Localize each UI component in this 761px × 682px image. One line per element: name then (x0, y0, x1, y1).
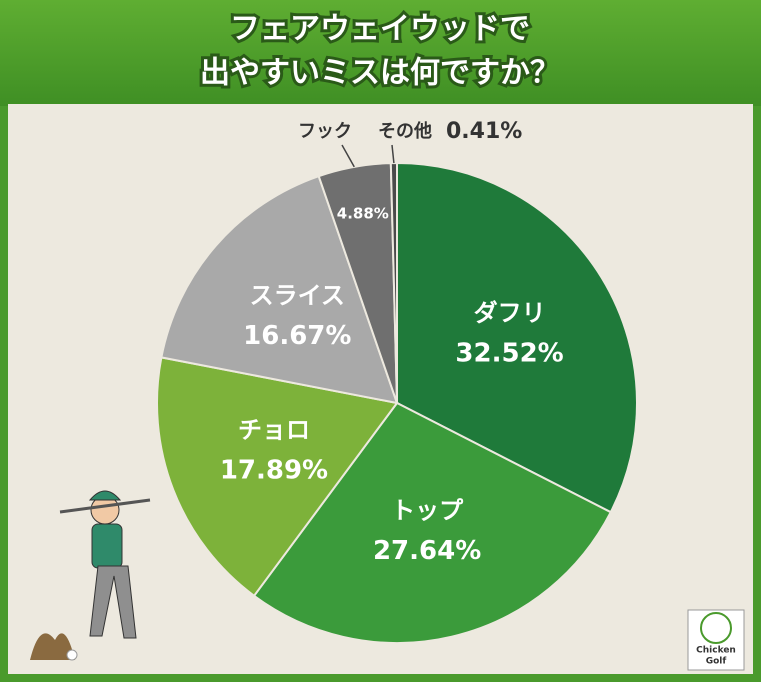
pie-slice (396, 161, 638, 514)
pie: ダフリ 32.52% トップ 27.64% チョロ 17.89% スライス 16.67% 4.8… (156, 119, 638, 644)
pie-slice (156, 356, 399, 598)
title-line: フェアウェイウッドで (230, 12, 530, 47)
title-outline: 出やすいミスは何ですか？ (200, 56, 560, 91)
header (0, 0, 761, 106)
value-label: 4.88% (337, 205, 389, 223)
title: フェアウェイウッドでフェアウェイウッドで出やすいミスは何ですか？出やすいミスは何… (197, 9, 563, 94)
leader-line (391, 144, 395, 164)
slice-label: スライス (250, 281, 345, 309)
title-line: 出やすいミスは何ですか？ (200, 56, 560, 91)
value-label: 32.52% (455, 339, 563, 369)
value-label: 27.64% (373, 536, 481, 566)
leader-line (341, 144, 355, 168)
slice-label: その他 (378, 120, 432, 142)
pie-slice (252, 401, 613, 644)
slice-label: トップ (391, 497, 464, 525)
logo: Chicken Golf (687, 609, 745, 671)
value-label: 16.67% (243, 321, 351, 351)
slice-label: フック (298, 121, 352, 142)
slice-label: ダフリ (474, 299, 546, 327)
slice-label: チョロ (238, 416, 310, 444)
title-outline: フェアウェイウッドで (230, 12, 530, 47)
value-label: 17.89% (220, 455, 328, 485)
logo-text: Chicken (696, 646, 736, 656)
value-label: 0.41% (446, 119, 522, 144)
golfer (30, 490, 151, 661)
logo-text: Golf (706, 657, 727, 667)
pie-slice (389, 161, 398, 404)
